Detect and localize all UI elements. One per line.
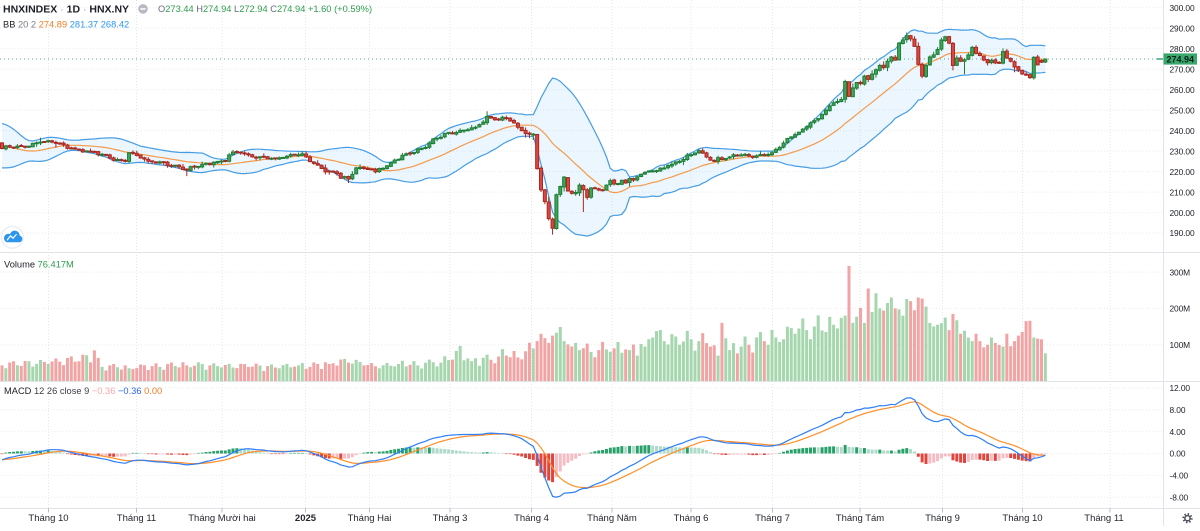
svg-text:Tháng 6: Tháng 6	[674, 513, 709, 524]
svg-text:-4.00: -4.00	[1170, 471, 1189, 481]
svg-text:Tháng Năm: Tháng Năm	[587, 513, 637, 524]
svg-text:Tháng 9: Tháng 9	[925, 513, 960, 524]
svg-text:4.00: 4.00	[1170, 427, 1186, 437]
svg-text:BB 20 2 274.89 281.37 268.4: BB 20 2 274.89 281.37 268.42	[3, 20, 129, 30]
svg-text:Tháng Hai: Tháng Hai	[348, 513, 392, 524]
svg-text:8.00: 8.00	[1170, 405, 1186, 415]
svg-text:Tháng 10: Tháng 10	[1002, 513, 1042, 524]
svg-text:274.94: 274.94	[1167, 54, 1195, 64]
svg-text:270.00: 270.00	[1170, 64, 1195, 74]
svg-text:240.00: 240.00	[1170, 126, 1195, 136]
svg-text:0.00: 0.00	[1170, 449, 1186, 459]
svg-text:280.00: 280.00	[1170, 44, 1195, 54]
svg-text:250.00: 250.00	[1170, 105, 1195, 115]
svg-text:220.00: 220.00	[1170, 167, 1195, 177]
svg-text:2025: 2025	[295, 513, 317, 524]
svg-text:Volume 76.417M: Volume 76.417M	[4, 260, 74, 270]
svg-text:200M: 200M	[1170, 304, 1191, 314]
svg-text:Tháng 10: Tháng 10	[28, 513, 68, 524]
svg-text:100M: 100M	[1170, 340, 1191, 350]
svg-text:Tháng 7: Tháng 7	[755, 513, 790, 524]
svg-text:HNXINDEX · 1D · HNX.NY: HNXINDEX · 1D · HNX.NY	[3, 3, 129, 15]
svg-text:290.00: 290.00	[1170, 23, 1195, 33]
svg-text:O273.44 H274.94 L272.94 C274.9: O273.44 H274.94 L272.94 C274.94 +1.60 (+…	[158, 4, 372, 14]
svg-text:260.00: 260.00	[1170, 85, 1195, 95]
svg-text:190.00: 190.00	[1170, 228, 1195, 238]
svg-text:300M: 300M	[1170, 267, 1191, 277]
svg-text:12.00: 12.00	[1170, 383, 1191, 393]
svg-text:300.00: 300.00	[1170, 3, 1195, 13]
svg-text:Tháng 11: Tháng 11	[117, 513, 156, 524]
svg-text:-8.00: -8.00	[1170, 493, 1189, 503]
svg-text:Tháng Tám: Tháng Tám	[836, 513, 884, 524]
svg-text:Tháng 11: Tháng 11	[1084, 513, 1123, 524]
svg-text:MACD 12 26 close 9 −0.36 −0.3: MACD 12 26 close 9 −0.36 −0.36 0.00	[4, 386, 162, 396]
svg-text:Tháng 3: Tháng 3	[433, 513, 468, 524]
svg-text:Tháng 4: Tháng 4	[514, 513, 549, 524]
svg-text:Tháng Mười hai: Tháng Mười hai	[188, 513, 256, 524]
svg-text:230.00: 230.00	[1170, 146, 1195, 156]
svg-text:210.00: 210.00	[1170, 187, 1195, 197]
svg-text:200.00: 200.00	[1170, 208, 1195, 218]
